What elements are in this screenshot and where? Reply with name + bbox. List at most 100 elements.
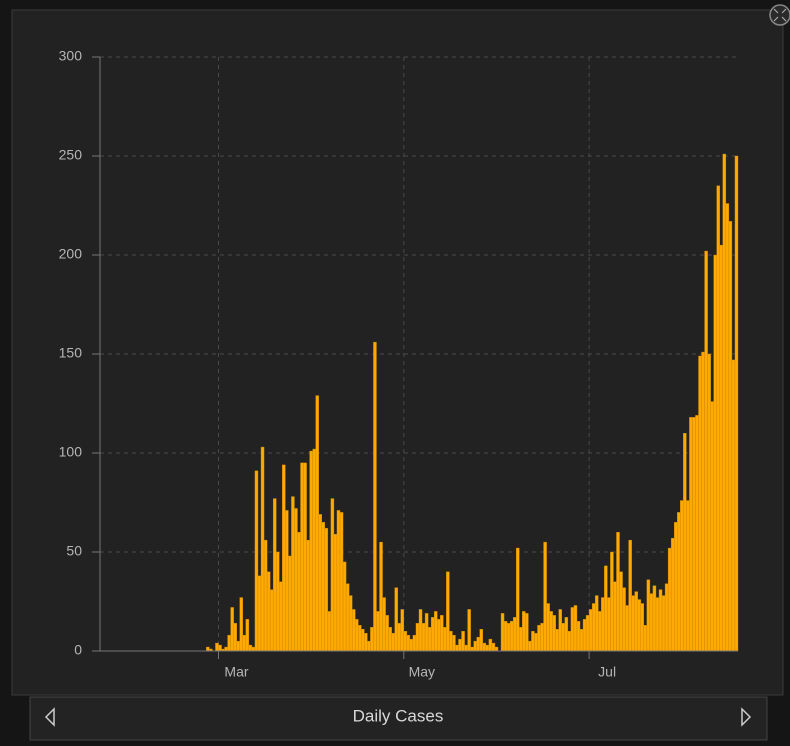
- bar: [503, 621, 508, 652]
- bar: [613, 581, 617, 652]
- bar: [263, 539, 268, 652]
- bar: [364, 632, 368, 652]
- bar: [537, 625, 541, 652]
- bar: [379, 541, 383, 652]
- next-button[interactable]: [741, 707, 752, 727]
- bar: [251, 646, 256, 652]
- bar: [713, 254, 717, 652]
- bar: [692, 417, 696, 652]
- bar: [361, 629, 365, 652]
- bar: [348, 595, 353, 652]
- expand-button[interactable]: [769, 4, 790, 26]
- bar: [528, 640, 532, 652]
- bar: [661, 595, 666, 652]
- bar: [482, 642, 487, 652]
- bar: [649, 593, 654, 652]
- bar: [230, 607, 234, 652]
- bar: [525, 613, 529, 652]
- bar: [485, 644, 490, 652]
- bar: [227, 634, 231, 652]
- bars: [206, 153, 739, 652]
- prev-button[interactable]: [44, 707, 55, 727]
- bar: [616, 532, 620, 652]
- bar: [421, 623, 426, 652]
- bar: [710, 401, 714, 652]
- bar: [206, 646, 210, 652]
- bar: [534, 632, 538, 652]
- bar: [437, 619, 441, 652]
- bar: [500, 613, 505, 652]
- bar: [224, 646, 228, 652]
- bar: [297, 532, 301, 652]
- bar: [473, 640, 477, 652]
- bar: [601, 597, 605, 652]
- bar: [446, 571, 450, 652]
- bar: [342, 561, 347, 652]
- bar: [488, 638, 493, 652]
- bar: [279, 581, 283, 652]
- bar: [582, 619, 587, 652]
- bar: [689, 417, 693, 652]
- bar: [333, 533, 338, 652]
- bar: [406, 634, 411, 652]
- bar: [412, 634, 417, 652]
- bar: [707, 353, 711, 652]
- bar: [655, 597, 660, 652]
- bar: [598, 611, 602, 652]
- bar: [324, 528, 329, 652]
- bar: [622, 587, 626, 652]
- y-tick-label: 0: [74, 642, 82, 658]
- bar: [604, 565, 608, 652]
- bar: [294, 508, 298, 652]
- bar: [570, 607, 575, 652]
- bar: [491, 642, 496, 652]
- bar: [567, 631, 572, 652]
- bar: [282, 464, 286, 652]
- bar: [722, 153, 727, 652]
- bar: [610, 551, 614, 652]
- bar: [455, 644, 459, 652]
- bar: [461, 631, 465, 652]
- chart-panel: [11, 9, 784, 696]
- bar: [628, 539, 632, 652]
- bar: [552, 615, 556, 652]
- bar: [312, 448, 316, 652]
- bar: [269, 589, 274, 652]
- bar: [336, 510, 341, 652]
- bar: [418, 609, 423, 652]
- bar: [467, 609, 471, 652]
- bar: [303, 462, 307, 652]
- bar: [698, 355, 702, 652]
- bar: [549, 611, 553, 652]
- bar: [564, 617, 569, 652]
- bar: [424, 613, 429, 652]
- bar: [458, 638, 462, 652]
- bar: [327, 611, 332, 652]
- bar: [607, 597, 611, 652]
- bar: [464, 644, 468, 652]
- x-tick-label: Mar: [224, 664, 248, 680]
- bar: [394, 587, 398, 652]
- bar: [664, 583, 669, 652]
- bar: [397, 623, 401, 652]
- bar: [351, 609, 356, 652]
- bar: [355, 619, 359, 652]
- bar: [637, 599, 641, 652]
- bar: [479, 629, 483, 652]
- expand-glyph: [773, 8, 787, 22]
- bar: [254, 470, 259, 652]
- bar: [686, 500, 690, 652]
- bar: [522, 611, 526, 652]
- bar: [427, 627, 432, 652]
- bar: [385, 615, 389, 652]
- bar: [555, 629, 559, 652]
- bar: [494, 646, 499, 652]
- expand-icon[interactable]: [769, 4, 790, 26]
- bar: [433, 611, 438, 652]
- y-tick-label: 150: [59, 345, 83, 361]
- bar: [716, 185, 720, 652]
- bar: [373, 341, 377, 652]
- bar: [367, 640, 371, 652]
- bar: [415, 623, 420, 652]
